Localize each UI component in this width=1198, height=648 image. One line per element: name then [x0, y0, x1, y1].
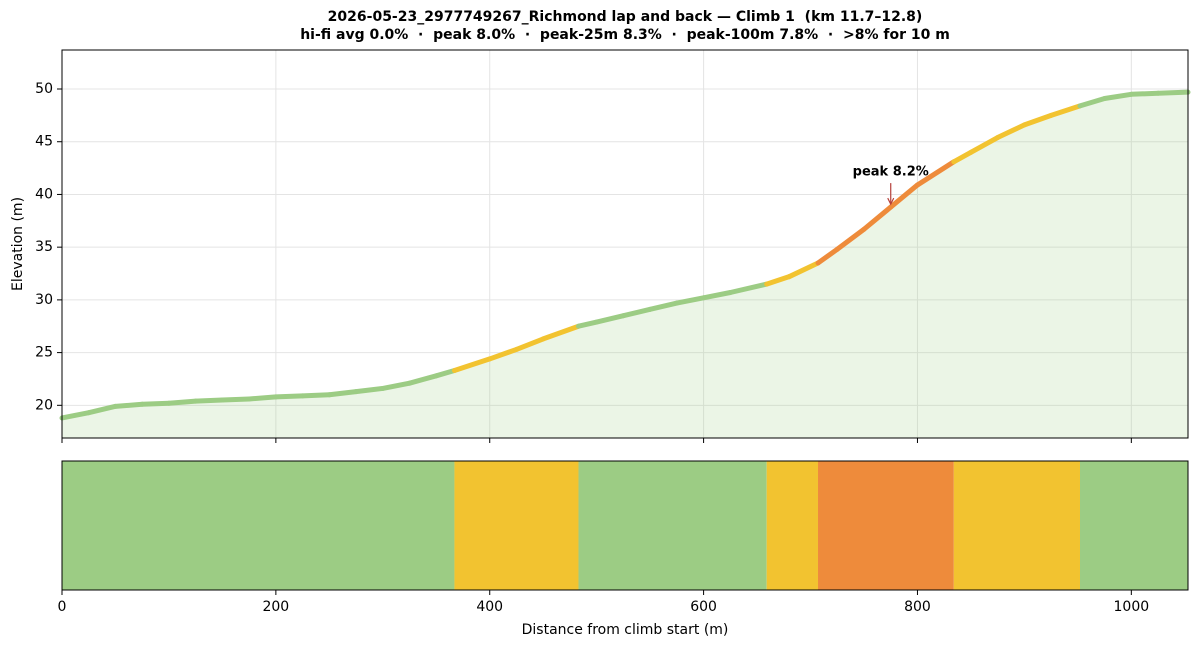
elevation-line-segment: [273, 393, 306, 400]
y-tick-label: 40: [35, 186, 53, 202]
y-axis-label: Elevation (m): [10, 197, 26, 291]
annotation: peak 8.2%: [853, 165, 929, 180]
x-tick-label: 800: [904, 599, 931, 615]
annotation-arrowhead: [887, 197, 895, 206]
y-tick-label: 50: [35, 81, 53, 97]
elevation-line-segment: [861, 204, 894, 232]
y-tick-label: 45: [35, 134, 53, 150]
elevation-line-segment: [433, 368, 457, 379]
elevation-line-segment: [674, 295, 707, 306]
elevation-line-segment: [647, 300, 680, 312]
x-axis-label: Distance from climb start (m): [522, 622, 729, 638]
elevation-line-segment: [380, 380, 413, 391]
elevation-line-segment: [1021, 112, 1054, 128]
grade-band: [62, 461, 455, 590]
elevation-line-segment: [1102, 91, 1134, 101]
elevation-line-segment: [1048, 103, 1083, 118]
elevation-line-segment: [246, 394, 279, 402]
elevation-line-segment: [166, 398, 199, 406]
elevation-line-segment: [407, 373, 439, 386]
grade-band: [578, 461, 767, 590]
x-tick-label: 400: [476, 599, 503, 615]
elevation-line-segment: [1128, 90, 1161, 97]
elevation-line-segment: [487, 346, 519, 362]
x-tick-label: 1000: [1114, 599, 1150, 615]
elevation-line-segment: [815, 246, 840, 266]
plot-frame: [61, 49, 1189, 439]
y-tick-label: 25: [35, 345, 53, 361]
y-tick-label: 30: [35, 292, 53, 308]
grade-band: [953, 461, 1080, 590]
elevation-line-segment: [112, 401, 145, 409]
elevation-line-segment: [701, 290, 733, 301]
elevation-line-segment: [575, 319, 600, 329]
elevation-line-segment: [727, 281, 770, 295]
elevation-line-segment: [540, 323, 581, 342]
elevation-line-segment: [951, 149, 974, 165]
elevation-line-segment: [139, 400, 172, 407]
elevation-line-segment: [764, 274, 792, 287]
grade-band: [818, 461, 954, 590]
elevation-line-segment: [86, 403, 118, 416]
elevation-line-segment: [300, 392, 332, 399]
elevation-line-segment: [1077, 96, 1108, 109]
y-tick-label: 35: [35, 239, 53, 255]
elevation-line-segment: [968, 135, 1001, 155]
grade-band: [1079, 461, 1188, 590]
x-tick-label: 200: [262, 599, 289, 615]
elevation-line-segment: [620, 306, 653, 319]
x-tick-label: 0: [58, 599, 67, 615]
elevation-line-segment: [995, 122, 1027, 141]
elevation-line-segment: [914, 159, 957, 188]
grade-band: [766, 461, 819, 590]
elevation-line-segment: [219, 396, 252, 403]
elevation-line-segment: [326, 389, 359, 398]
elevation-line-segment: [786, 260, 821, 280]
elevation-line-segment: [594, 313, 626, 325]
elevation-area: [62, 92, 1188, 438]
chart-subtitle: hi-fi avg 0.0% · peak 8.0% · peak-25m 8.…: [300, 27, 950, 43]
elevation-line-segment: [451, 356, 493, 374]
elevation-line-segment: [353, 385, 386, 395]
plot-frame: [61, 460, 1189, 591]
elevation-line-segment: [59, 410, 92, 421]
chart-title: 2026-05-23_2977749267_Richmond lap and b…: [328, 9, 923, 25]
elevation-line-segment: [834, 226, 867, 252]
y-tick-label: 20: [35, 397, 53, 413]
x-tick-label: 600: [690, 599, 717, 615]
elevation-line-segment: [888, 182, 920, 210]
elevation-line-segment: [513, 336, 546, 352]
elevation-line-segment: [193, 397, 225, 404]
elevation-line-segment: [1155, 89, 1191, 96]
grade-band: [454, 461, 579, 590]
